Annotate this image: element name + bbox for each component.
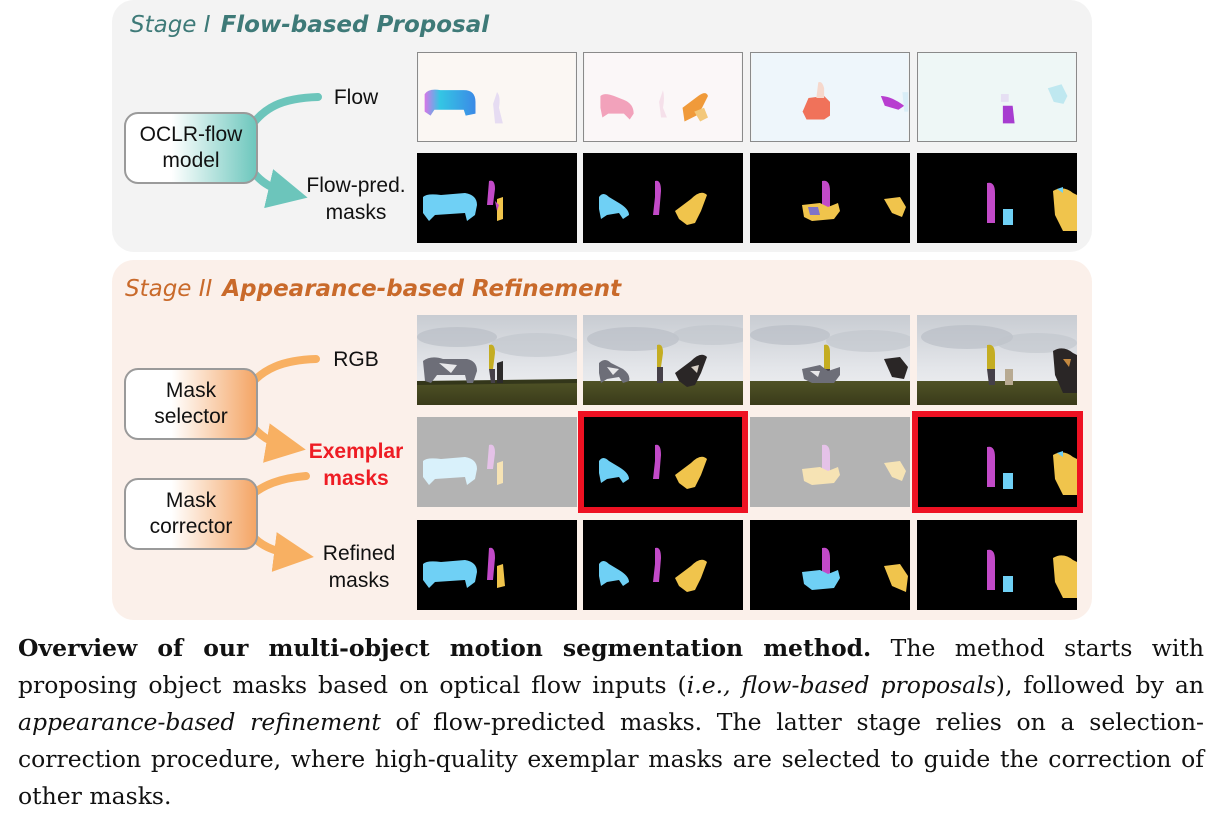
flow-pred-mask-1 [417,153,577,243]
mask-selector-box: Mask selector [124,368,258,440]
exemplar-mask-4 [917,417,1077,507]
flow-frame-4 [917,52,1077,142]
selector-label-line1: Mask [165,379,217,402]
flow-pred-line2: masks [325,201,387,224]
rgb-frame-3 [750,315,910,405]
mask-corrector-box: Mask corrector [124,478,258,550]
flow-pred-line1: Flow-pred. [306,174,406,197]
refined-mask-1 [417,520,577,610]
refined-mask-4 [917,520,1077,610]
exemplar-mask-3 [750,417,910,507]
rgb-frame-1 [417,315,577,405]
oclr-label-line2: model [162,149,220,172]
rgb-frame-4 [917,315,1077,405]
selector-label-line2: selector [154,405,228,428]
refined-line1: Refined [322,542,396,565]
figure-caption: Overview of our multi-object motion segm… [18,630,1204,815]
exemplar-mask-1 [417,417,577,507]
exemplar-highlight-4 [912,411,1083,513]
exemplar-highlight-2 [578,411,748,513]
caption-italic-1: i.e., flow-based proposals [686,671,996,699]
flow-frame-3 [750,52,910,142]
rgb-frame-2 [583,315,743,405]
refined-line2: masks [328,569,390,592]
exemplar-line2: masks [323,467,389,490]
exemplar-line1: Exemplar [308,440,404,463]
flow-frame-1 [417,52,577,142]
stage-1-title: Stage I Flow-based Proposal [130,12,489,38]
stage-2-number: Stage II [125,276,213,302]
flow-pred-mask-3 [750,153,910,243]
stage-1-number: Stage I [130,12,211,38]
refined-mask-2 [583,520,743,610]
flow-pred-row-label: Flow-pred. masks [296,172,416,226]
stage-2-name: Appearance-based Refinement [222,276,622,302]
caption-italic-2: appearance-based refinement [18,708,381,736]
corrector-label-line2: corrector [149,515,233,538]
exemplar-mask-2 [583,417,743,507]
corrector-label-line1: Mask [165,489,217,512]
caption-part-2: ), followed by an [995,671,1205,699]
flow-pred-mask-2 [583,153,743,243]
flow-row-label: Flow [333,86,379,109]
exemplar-row-label: Exemplar masks [296,438,416,492]
flow-pred-mask-4 [917,153,1077,243]
caption-bold: Overview of our multi-object motion segm… [18,634,872,662]
stage-2-title: Stage II Appearance-based Refinement [125,276,621,302]
stage-1-name: Flow-based Proposal [220,12,490,38]
refined-row-label: Refined masks [306,540,412,594]
caption-part-3: of flow-predicted masks. The latter stag… [18,708,1204,810]
oclr-flow-model-box: OCLR-flow model [124,112,258,184]
refined-mask-3 [750,520,910,610]
oclr-label-line1: OCLR-flow [139,123,243,146]
flow-frame-2 [583,52,743,142]
rgb-row-label: RGB [333,348,379,371]
caption-part-1: The method starts with proposing object … [18,634,1204,699]
